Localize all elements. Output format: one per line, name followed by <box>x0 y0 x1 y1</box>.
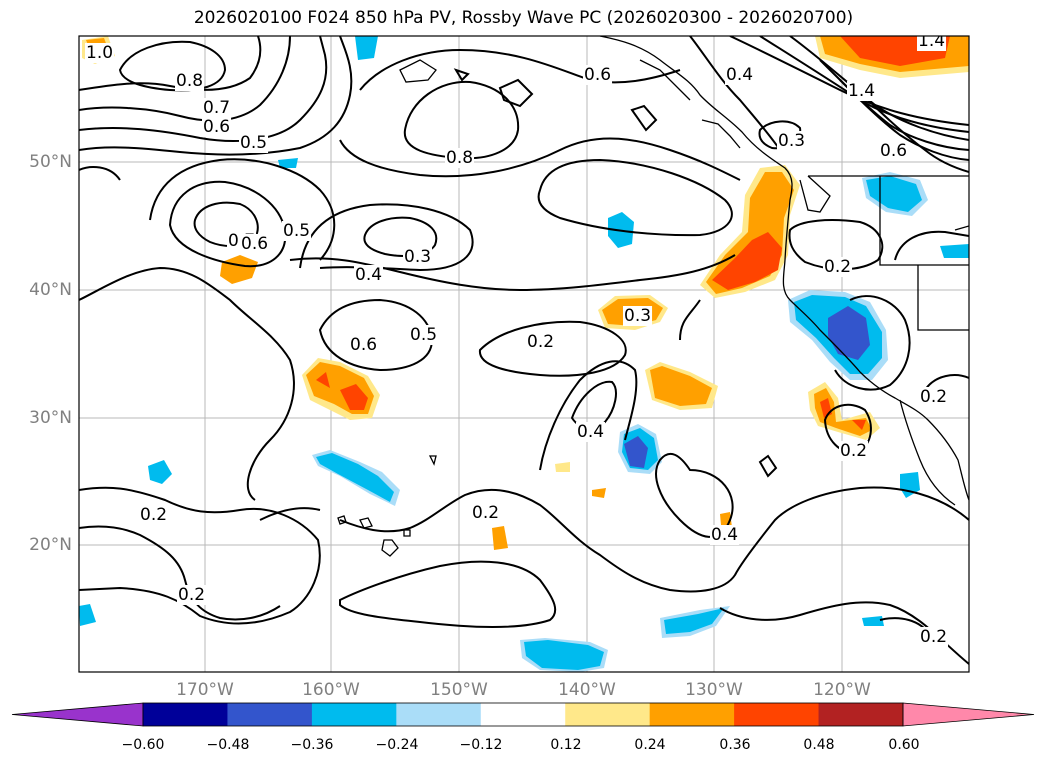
lat-label: 20°N <box>29 535 72 555</box>
contour-label-halo <box>175 71 205 91</box>
contour-label: 1.4 <box>918 31 945 51</box>
contour-label-halo <box>710 525 740 545</box>
map-frame <box>78 35 970 673</box>
lon-label: 160°W <box>302 680 360 700</box>
contour-label-halo <box>576 422 606 442</box>
colorbar-tick: 0.60 <box>888 737 920 753</box>
contour-label-halo <box>847 81 877 101</box>
contour-label-halo <box>282 221 312 241</box>
contour-label: 0.3 <box>404 247 431 267</box>
contour-label: 0.3 <box>624 306 651 326</box>
contour-label: 0.6 <box>241 234 268 254</box>
contour-label: 0.4 <box>577 422 604 442</box>
contour-label: 0.2 <box>472 503 499 523</box>
contour-label: 0.2 <box>920 387 947 407</box>
lat-label: 40°N <box>29 280 72 300</box>
contour-label-halo <box>623 306 653 326</box>
contour-label-halo <box>239 133 269 153</box>
colorbar-tick: −0.36 <box>290 737 334 753</box>
lat-label: 30°N <box>29 408 72 428</box>
contour-label: 0.8 <box>446 148 473 168</box>
lon-label: 130°W <box>685 680 743 700</box>
contour-label: 0.5 <box>283 221 310 241</box>
contour-label: 0.8 <box>176 71 203 91</box>
gridlines <box>79 36 969 672</box>
contour-labels: 0.8 0.7 0.6 0.5 0.8 0.7 0.6 0.5 0.4 0.3 … <box>85 31 949 647</box>
colorbar-segment <box>143 703 228 726</box>
contour-label-halo <box>879 141 909 161</box>
colorbar-segment <box>227 703 313 726</box>
colorbar-outline <box>142 702 904 727</box>
colorbar-tick: −0.12 <box>459 737 503 753</box>
colorbar-tick: 0.12 <box>550 737 582 753</box>
contour-label-halo <box>403 247 433 267</box>
lon-label: 120°W <box>813 680 871 700</box>
contour-label-halo <box>526 332 556 352</box>
contour-label: 0.5 <box>410 325 437 345</box>
contour-label-halo <box>240 234 270 254</box>
contour-label-halo <box>202 117 232 137</box>
contour-label: 0.4 <box>711 525 738 545</box>
contour-label-halo <box>349 335 379 355</box>
contour-label: 0.3 <box>778 131 805 151</box>
contour-label-halo <box>85 43 115 63</box>
colorbar-segment <box>734 703 820 726</box>
colorbar-tick: −0.48 <box>206 737 250 753</box>
colorbar-extend-low <box>11 702 144 727</box>
colorbar-segment <box>396 703 482 726</box>
contour-label: 0.2 <box>824 257 851 277</box>
contour-label: 0.6 <box>203 117 230 137</box>
contour-label-halo <box>139 505 169 525</box>
contour-label: 0.7 <box>203 98 230 118</box>
colorbar-segment <box>818 703 904 726</box>
contour-label: 0.6 <box>584 65 611 85</box>
contour-label-halo <box>471 503 501 523</box>
lon-label: 170°W <box>176 680 234 700</box>
contour-label-halo <box>202 98 232 118</box>
contour-label-halo <box>839 441 869 461</box>
colorbar-tick: 0.24 <box>634 737 666 753</box>
contour-label-halo <box>777 131 807 151</box>
contour-label: 0.6 <box>350 335 377 355</box>
contour-label: 0.2 <box>920 627 947 647</box>
contour-label: 0.4 <box>726 65 753 85</box>
contour-label-halo <box>919 387 949 407</box>
colorbar-tick: −0.24 <box>375 737 419 753</box>
colorbar-segment <box>311 703 397 726</box>
contour-label-halo <box>445 148 475 168</box>
colorbar-extend-high <box>902 702 1035 727</box>
map-area <box>79 36 969 672</box>
map-title: 2026020100 F024 850 hPa PV, Rossby Wave … <box>193 8 854 28</box>
contour-label: 1.4 <box>848 81 875 101</box>
colorbar-segment <box>480 703 566 726</box>
contour-label: 0.6 <box>880 141 907 161</box>
coastlines <box>337 36 969 557</box>
contour-label-halo <box>583 65 613 85</box>
colorbar-segment <box>565 703 651 726</box>
colorbar-tick: −0.60 <box>121 737 165 753</box>
contour-label-halo <box>409 325 439 345</box>
contour-label-halo <box>919 627 949 647</box>
contour-label-halo <box>177 585 207 605</box>
contour-label-halo <box>354 265 384 285</box>
contour-label: 0.4 <box>355 265 382 285</box>
contour-label: 0.5 <box>240 133 267 153</box>
colorbar-tick: 0.36 <box>719 737 751 753</box>
lon-label: 150°W <box>430 680 488 700</box>
contour-label-halo <box>823 257 853 277</box>
lat-label: 50°N <box>29 152 72 172</box>
colorbar-tick: 0.48 <box>803 737 835 753</box>
contour-label: 0.2 <box>140 505 167 525</box>
contour-label: 1.0 <box>86 43 113 63</box>
contour-label: 0.2 <box>840 441 867 461</box>
contour-label-halo <box>725 65 755 85</box>
colorbar <box>11 702 1035 727</box>
contour-label-halo <box>917 36 947 51</box>
contour-label: 0.2 <box>178 585 205 605</box>
lon-label: 140°W <box>558 680 616 700</box>
colorbar-segment <box>649 703 735 726</box>
contour-label: 0.2 <box>527 332 554 352</box>
